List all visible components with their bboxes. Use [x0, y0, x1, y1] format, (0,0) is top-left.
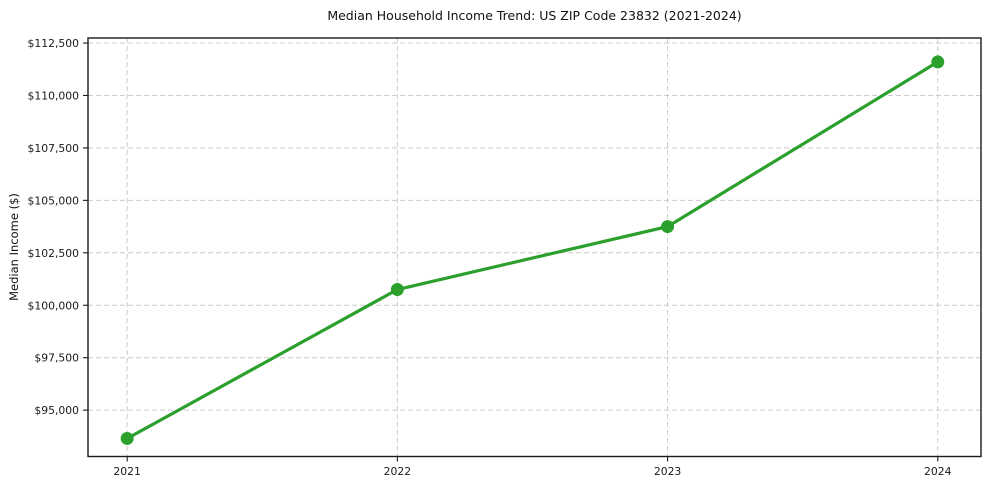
- chart-title: Median Household Income Trend: US ZIP Co…: [327, 8, 742, 23]
- y-tick-label: $100,000: [27, 299, 79, 312]
- plot-border: [87, 37, 982, 458]
- y-tick-label: $105,000: [27, 194, 79, 207]
- x-tick-label: 2023: [654, 465, 681, 478]
- x-tick-label: 2021: [113, 465, 140, 478]
- data-point-marker: [661, 220, 675, 234]
- x-tick-label: 2024: [924, 465, 952, 478]
- y-tick-label: $102,500: [27, 247, 79, 260]
- y-tick-label: $112,500: [27, 37, 79, 50]
- income-trend-line: [125, 60, 940, 441]
- y-tick-label: $97,500: [34, 352, 79, 365]
- data-point-marker: [120, 431, 134, 445]
- y-tick-label: $107,500: [27, 142, 79, 155]
- x-tick-label: 2022: [384, 465, 411, 478]
- y-tick-label: $110,000: [27, 89, 79, 102]
- y-tick-label: $95,000: [34, 404, 79, 417]
- data-point-marker: [931, 55, 945, 69]
- data-point-marker: [390, 283, 404, 297]
